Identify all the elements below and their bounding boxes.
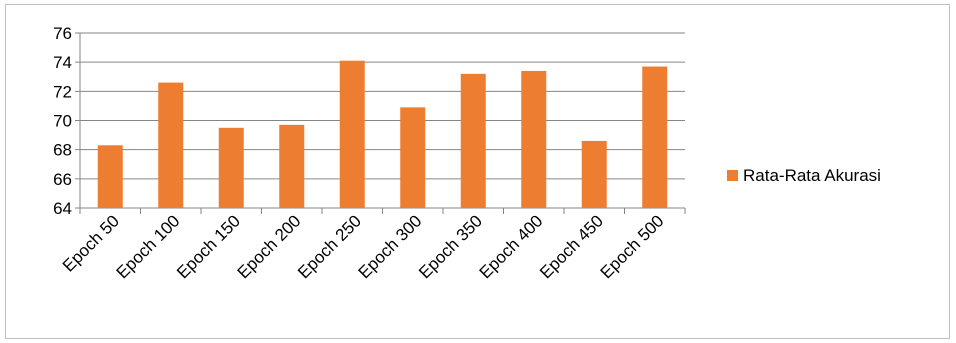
bar: [158, 82, 184, 208]
y-tick-label: 66: [53, 170, 72, 189]
y-tick-label: 70: [53, 112, 72, 131]
y-tick-label: 64: [53, 199, 72, 218]
y-tick-label: 74: [53, 53, 72, 72]
bar: [339, 60, 365, 209]
bar: [279, 124, 305, 208]
bar: [97, 145, 123, 208]
x-tick-label: Epoch 450: [536, 211, 607, 282]
x-tick-label: Epoch 100: [113, 211, 184, 282]
y-tick-label: 68: [53, 141, 72, 160]
bar: [581, 140, 607, 208]
x-tick-label: Epoch 150: [173, 211, 244, 282]
bar: [521, 70, 547, 209]
legend-swatch: [727, 170, 738, 181]
x-tick-label: Epoch 300: [355, 211, 426, 282]
bar: [460, 73, 486, 208]
bar: [218, 127, 244, 208]
bar: [642, 66, 668, 208]
x-tick-label: Epoch 200: [234, 211, 305, 282]
chart-frame: 64 66 68 70 72 74 76 Epoch 50 Epoch 100 Epoch 150…: [5, 4, 950, 339]
y-tick-label: 76: [53, 24, 72, 43]
legend-label: Rata-Rata Akurasi: [743, 166, 881, 185]
bar: [400, 107, 426, 208]
x-tick-label: Epoch 400: [476, 211, 547, 282]
x-tick-label: Epoch 500: [597, 211, 668, 282]
x-tick-label: Epoch 350: [415, 211, 486, 282]
y-tick-label: 72: [53, 82, 72, 101]
x-tick-label: Epoch 50: [59, 211, 123, 275]
x-tick-label: Epoch 250: [294, 211, 365, 282]
